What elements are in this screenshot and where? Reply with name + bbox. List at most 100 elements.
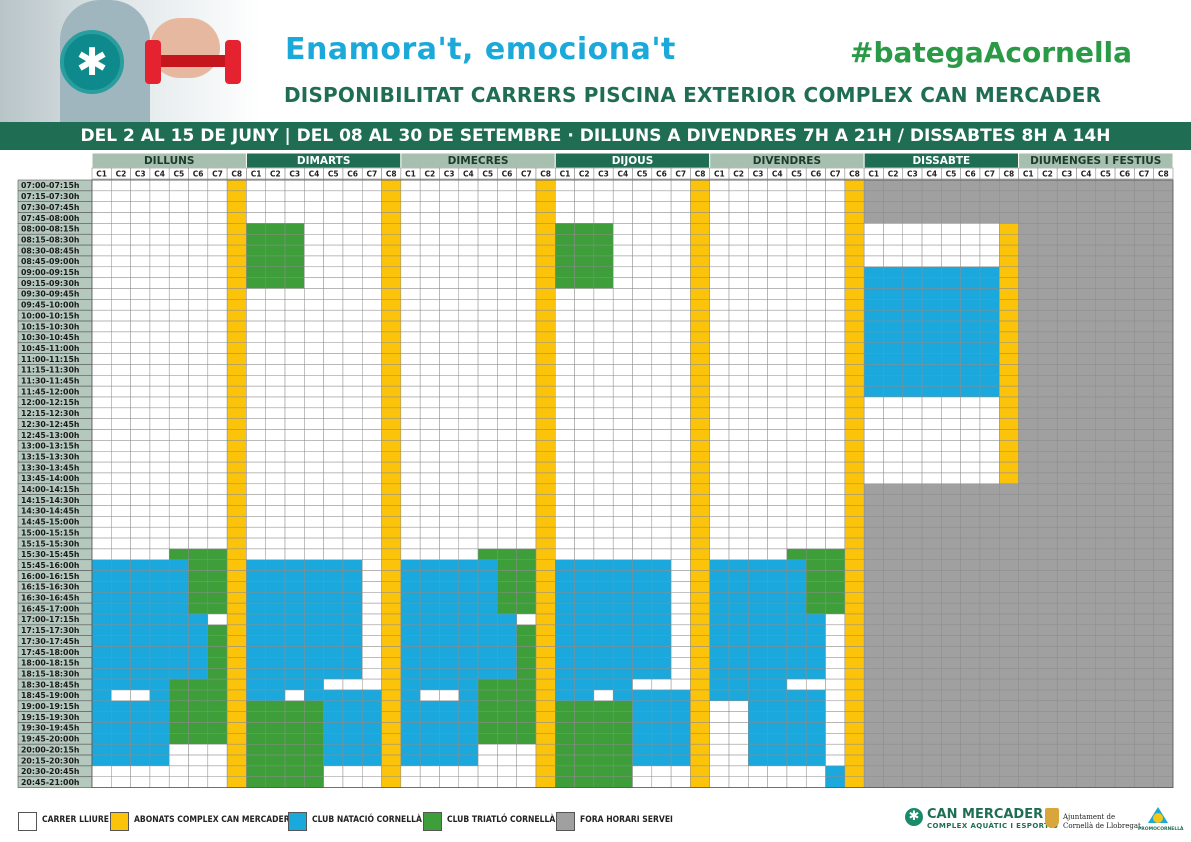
lane-cell bbox=[1114, 494, 1135, 506]
lane-cell bbox=[168, 407, 189, 419]
lane-cell bbox=[786, 700, 807, 712]
lane-cell bbox=[786, 635, 807, 647]
lane-cell bbox=[323, 223, 344, 235]
lane-cell bbox=[477, 516, 498, 528]
lane-cell bbox=[593, 353, 614, 365]
lane-cell bbox=[1037, 212, 1058, 224]
lane-cell bbox=[612, 223, 633, 235]
lane-cell bbox=[863, 592, 884, 604]
lane-cell bbox=[265, 776, 286, 788]
time-slot-label: 19:00-19:15h bbox=[21, 702, 79, 711]
lane-cell bbox=[883, 396, 903, 409]
lane-cell bbox=[670, 733, 691, 745]
lane-cell bbox=[1037, 613, 1058, 626]
lane-cell bbox=[304, 353, 324, 365]
lane-cell bbox=[825, 179, 846, 192]
lane-cell bbox=[1056, 494, 1077, 506]
lane-cell bbox=[1095, 353, 1116, 365]
lane-cell bbox=[188, 754, 209, 767]
lane-cell bbox=[1095, 657, 1116, 669]
lane-cell bbox=[1037, 375, 1058, 387]
lane-cell bbox=[342, 190, 363, 202]
lane-cell bbox=[381, 201, 402, 213]
lane-cell bbox=[477, 526, 498, 539]
lane-cell bbox=[883, 483, 903, 495]
lane-cell bbox=[362, 526, 382, 539]
lane-cell bbox=[786, 353, 807, 365]
lane-cell bbox=[670, 743, 691, 756]
lane-cell bbox=[188, 255, 209, 268]
lane-cell bbox=[304, 689, 324, 702]
lane-cell bbox=[1037, 440, 1058, 452]
lane-cell bbox=[632, 689, 653, 702]
time-slot-label: 11:30-11:45h bbox=[21, 377, 79, 386]
lane-cell bbox=[1056, 657, 1077, 669]
time-slot-label: 11:15-11:30h bbox=[21, 366, 79, 375]
lane-cell bbox=[284, 505, 305, 517]
legend-swatch-natacio bbox=[288, 812, 307, 831]
lane-cell bbox=[111, 364, 131, 376]
lane-cell bbox=[149, 179, 170, 192]
lane-cell bbox=[1114, 657, 1135, 669]
lane-cell bbox=[690, 212, 710, 224]
lane-cell bbox=[188, 743, 209, 756]
lane-cell bbox=[863, 754, 884, 767]
lane-cell bbox=[400, 483, 421, 495]
lane-cell bbox=[265, 494, 286, 506]
lane-cell bbox=[960, 526, 981, 539]
lane-cell bbox=[342, 385, 363, 398]
lane-cell bbox=[149, 266, 170, 278]
lane-cell bbox=[960, 570, 981, 582]
lane-cell bbox=[400, 407, 421, 419]
lane-cell bbox=[516, 581, 537, 593]
lane-cell bbox=[863, 570, 884, 582]
lane-cell bbox=[226, 440, 247, 452]
lane-label: C4 bbox=[617, 170, 628, 179]
lane-cell bbox=[91, 548, 112, 561]
lane-cell bbox=[168, 635, 189, 647]
lane-cell bbox=[863, 678, 884, 691]
lane-cell bbox=[458, 602, 479, 615]
lane-cell bbox=[593, 364, 614, 376]
lane-cell bbox=[960, 429, 981, 441]
lane-cell bbox=[1037, 244, 1058, 257]
lane-cell bbox=[265, 461, 286, 474]
lane-cell bbox=[516, 570, 537, 582]
lane-cell bbox=[593, 266, 614, 278]
lane-cell bbox=[477, 277, 498, 289]
lane-cell bbox=[323, 711, 344, 723]
lane-cell bbox=[419, 407, 440, 419]
lane-cell bbox=[1037, 353, 1058, 365]
lane-cell bbox=[632, 592, 653, 604]
lane-cell bbox=[728, 277, 749, 289]
lane-cell bbox=[516, 223, 537, 235]
lane-cell bbox=[748, 537, 768, 550]
lane-cell bbox=[91, 646, 112, 658]
lane-cell bbox=[651, 689, 672, 702]
lane-cell bbox=[111, 320, 131, 333]
lane-cell bbox=[304, 342, 324, 354]
lane-cell bbox=[1076, 342, 1097, 354]
lane-cell bbox=[516, 722, 537, 734]
lane-cell bbox=[709, 299, 730, 311]
lane-cell bbox=[728, 537, 749, 550]
lane-cell bbox=[168, 429, 189, 441]
lane-cell bbox=[342, 505, 363, 517]
lane-cell bbox=[246, 299, 266, 311]
lane-cell bbox=[91, 461, 112, 474]
lane-cell bbox=[477, 602, 498, 615]
promocornella-label: PROMOCORNELLÀ bbox=[1138, 827, 1184, 832]
lane-cell bbox=[226, 266, 247, 278]
lane-cell bbox=[516, 353, 537, 365]
lane-cell bbox=[188, 179, 209, 192]
lane-cell bbox=[632, 635, 653, 647]
lane-cell bbox=[130, 776, 151, 788]
lane-cell bbox=[342, 689, 363, 702]
lane-cell bbox=[246, 505, 266, 517]
lane-cell bbox=[1037, 277, 1058, 289]
lane-cell bbox=[825, 494, 846, 506]
lane-cell bbox=[960, 722, 981, 734]
lane-cell bbox=[439, 711, 460, 723]
lane-cell bbox=[709, 570, 730, 582]
lane-cell bbox=[188, 592, 209, 604]
